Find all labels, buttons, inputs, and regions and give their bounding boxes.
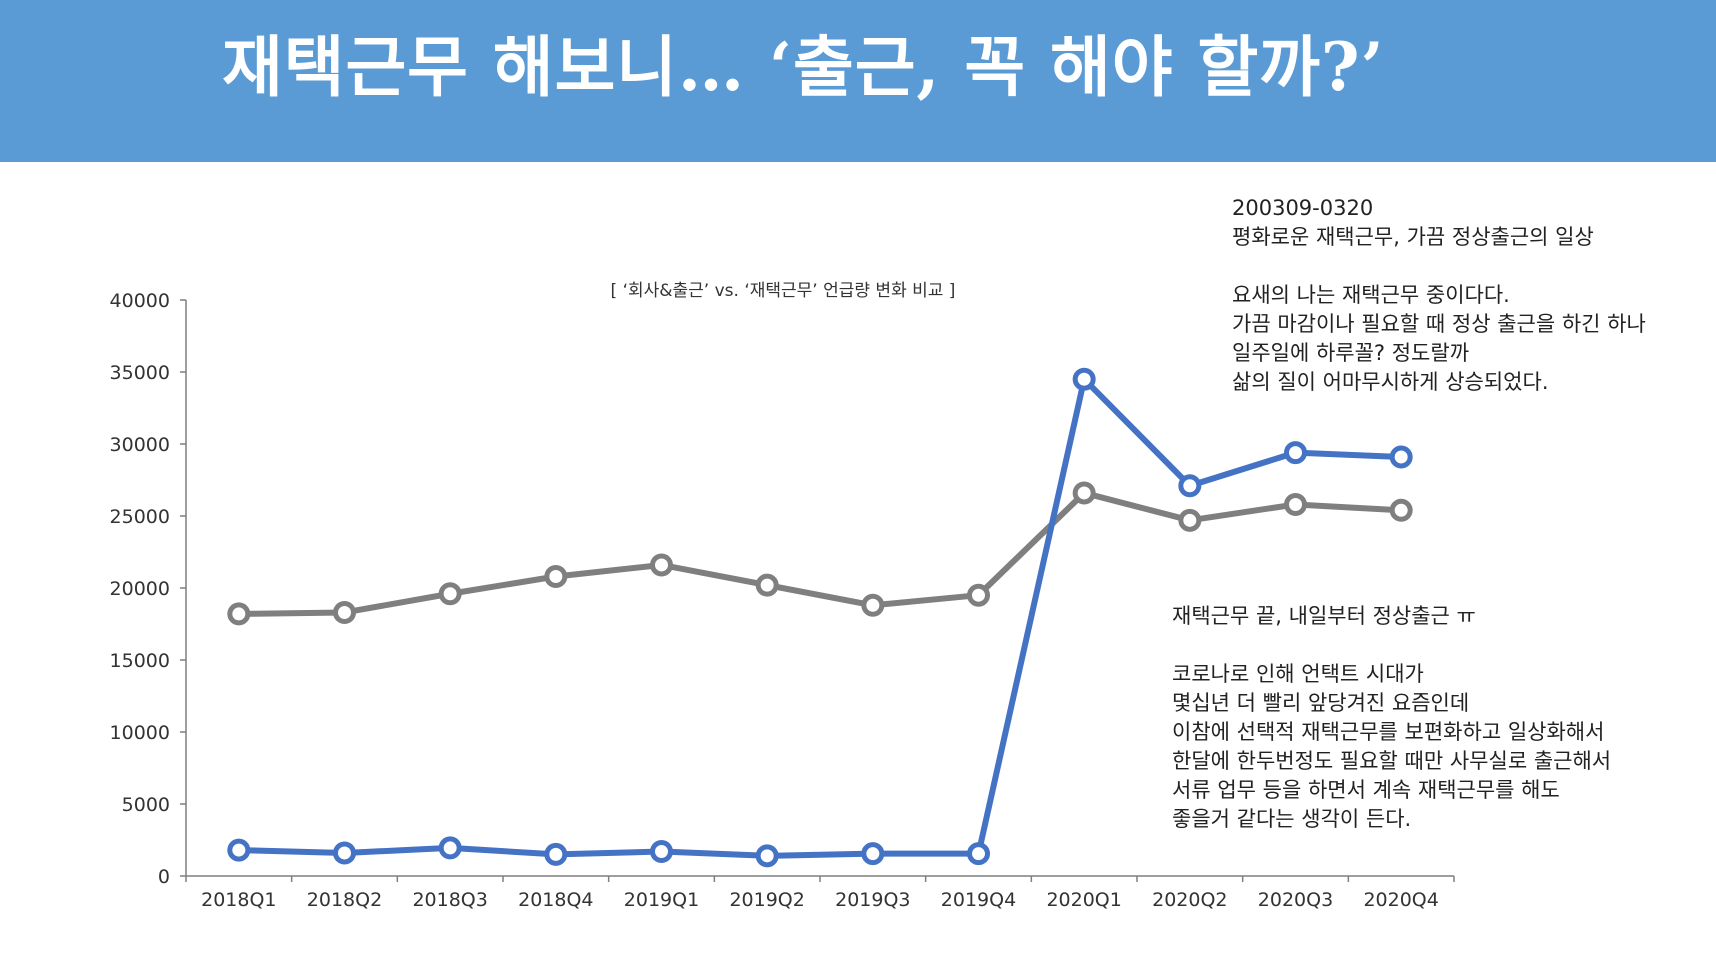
annotation-line: 200309-0320 [1232,196,1374,220]
annotation-line: 가끔 마감이나 필요할 때 정상 출근을 하긴 하나 [1232,312,1646,336]
data-point [650,553,673,577]
y-tick-label: 0 [158,866,170,888]
data-point [227,838,251,862]
series-line-1 [235,489,1405,617]
annotation-line: 이참에 선택적 재택근무를 보편화하고 일상화해서 [1172,720,1605,744]
data-point [1389,445,1413,469]
data-point [544,564,568,588]
x-tick-label: 2018Q3 [412,889,487,911]
y-tick-label: 20000 [110,578,170,600]
y-tick-label: 25000 [110,506,170,528]
x-tick-label: 2019Q1 [624,889,699,911]
y-tick-label: 10000 [110,722,170,744]
y-tick-label: 35000 [110,362,170,384]
chart-series [227,367,1413,868]
data-point [967,583,990,607]
x-tick-label: 2020Q2 [1152,889,1227,911]
x-tick-label: 2018Q4 [518,889,593,911]
annotation-line: 좋을거 같다는 생각이 든다. [1172,807,1412,831]
data-point [1389,498,1413,522]
data-point [861,842,885,866]
data-point [650,840,673,864]
x-tick-label: 2020Q4 [1363,889,1438,911]
data-point [861,593,885,617]
data-point [755,844,779,868]
y-tick-label: 30000 [110,434,170,456]
data-point [544,842,568,866]
annotation-line: 서류 업무 등을 하면서 계속 재택근무를 해도 [1172,778,1560,802]
x-tick-label: 2019Q4 [941,889,1016,911]
data-point [1284,492,1307,516]
data-point [1072,367,1096,391]
series-line-0 [235,376,1405,859]
chart-title: [ ‘회사&출근’ vs. ‘재택근무’ 언급량 변화 비교 ] [611,281,956,301]
data-point [438,582,462,606]
annotation-line: 요새의 나는 재택근무 중이다다. [1232,283,1510,307]
y-tick-label: 40000 [110,290,170,312]
page-title: 재택근무 해보니… ‘출근, 꼭 해야 할까?’ [222,28,1385,106]
data-point [1178,508,1202,532]
x-tick-label: 2018Q1 [201,889,276,911]
annotation-line: 일주일에 하루꼴? 정도랄까 [1232,341,1470,365]
chart-axes: 0 5000 10000 15000 20000 25000 30000 35000 40000… [110,290,1455,911]
data-point [755,573,779,597]
data-point [227,602,251,626]
y-tick-label: 15000 [110,650,170,672]
annotation-line [1172,631,1611,660]
x-tick-label: 2019Q2 [729,889,804,911]
annotation-line: 코로나로 인해 언택트 시대가 [1172,662,1424,686]
data-point [1284,441,1307,465]
x-tick-label: 2019Q3 [835,889,910,911]
x-tick-label: 2018Q2 [307,889,382,911]
data-point [967,842,990,866]
data-point [333,841,356,865]
data-point [1178,474,1202,498]
y-tick-label: 5000 [122,794,170,816]
annotation-line: 몇십년 더 빨리 앞당겨진 요즘인데 [1172,691,1470,715]
annotation-line: 삶의 질이 어마무시하게 상승되었다. [1232,370,1549,394]
annotation-line: 재택근무 끝, 내일부터 정상출근 ㅠ [1172,604,1476,628]
annotation-line: 평화로운 재택근무, 가끔 정상출근의 일상 [1232,225,1594,249]
data-point [333,600,356,624]
annotation-line [1232,252,1646,281]
x-tick-label: 2020Q1 [1046,889,1121,911]
x-tick-label: 2020Q3 [1258,889,1333,911]
data-point [438,836,462,860]
title-banner: 재택근무 해보니… ‘출근, 꼭 해야 할까?’ [0,0,1716,162]
data-point [1072,481,1096,505]
annotation-line: 한달에 한두번정도 필요할 때만 사무실로 출근해서 [1172,749,1612,773]
